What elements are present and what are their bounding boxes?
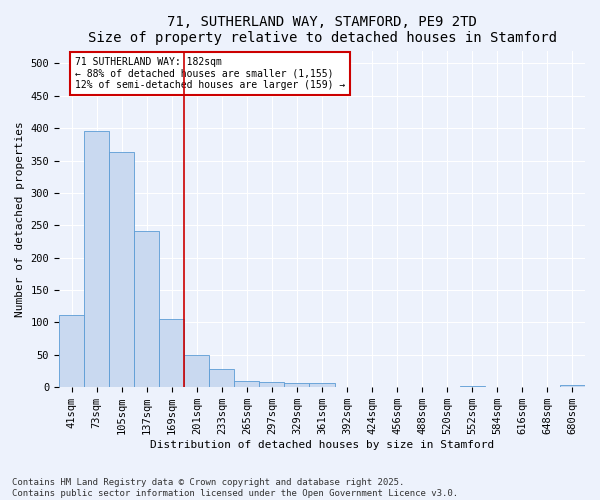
Bar (209, 369, 235, 387)
Bar (259, 382, 284, 387)
Bar (59, 316, 84, 387)
Text: Contains HM Land Registry data © Crown copyright and database right 2025.
Contai: Contains HM Land Registry data © Crown c… (12, 478, 458, 498)
Bar (560, 386, 585, 387)
Title: 71, SUTHERLAND WAY, STAMFORD, PE9 2TD
Size of property relative to detached hous: 71, SUTHERLAND WAY, STAMFORD, PE9 2TD Si… (88, 15, 557, 45)
Bar (159, 319, 184, 387)
Bar (235, 380, 259, 387)
X-axis label: Distribution of detached houses by size in Stamford: Distribution of detached houses by size … (150, 440, 494, 450)
Y-axis label: Number of detached properties: Number of detached properties (15, 121, 25, 317)
Bar (109, 152, 134, 387)
Bar (359, 386, 385, 387)
Bar (310, 382, 335, 387)
Bar (284, 384, 310, 387)
Bar (84, 131, 109, 387)
Bar (460, 386, 485, 387)
Text: 71 SUTHERLAND WAY: 182sqm
← 88% of detached houses are smaller (1,155)
12% of se: 71 SUTHERLAND WAY: 182sqm ← 88% of detac… (75, 58, 345, 90)
Bar (184, 355, 209, 387)
Bar (134, 230, 159, 387)
